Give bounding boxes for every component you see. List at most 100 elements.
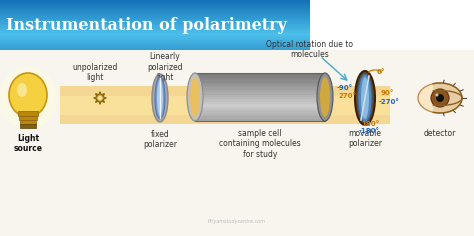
Ellipse shape <box>17 83 27 97</box>
Bar <box>0 26 310 28</box>
Bar <box>195 114 325 116</box>
Bar <box>0 15 310 16</box>
Text: Priyamstudycentre.com: Priyamstudycentre.com <box>208 219 266 224</box>
Text: 180°: 180° <box>361 121 379 127</box>
Bar <box>0 10 310 11</box>
Bar <box>0 9 310 10</box>
Bar <box>0 3 310 4</box>
Ellipse shape <box>358 74 372 122</box>
Bar <box>0 20 310 21</box>
Bar <box>0 16 310 17</box>
Bar <box>0 22 310 24</box>
Bar <box>195 119 325 121</box>
Bar <box>60 96 390 114</box>
Bar <box>195 75 325 78</box>
Bar <box>0 19 310 20</box>
Ellipse shape <box>152 74 168 122</box>
Text: movable
polarizer: movable polarizer <box>348 129 382 148</box>
Text: 0°: 0° <box>377 69 385 75</box>
Bar <box>0 5 310 6</box>
Bar <box>195 95 325 97</box>
Ellipse shape <box>355 71 375 125</box>
Text: -90°: -90° <box>337 85 353 91</box>
Text: -270°: -270° <box>379 99 400 105</box>
Bar <box>19 116 37 120</box>
Bar <box>0 25 310 26</box>
Bar <box>195 102 325 104</box>
Bar <box>0 29 310 30</box>
Bar <box>60 86 390 124</box>
Bar <box>0 28 310 29</box>
Bar <box>0 21 310 22</box>
Text: detector: detector <box>424 129 456 138</box>
Bar <box>0 35 310 36</box>
Bar <box>0 38 310 39</box>
Bar <box>0 44 310 45</box>
Text: Light
source: Light source <box>13 134 43 153</box>
Bar <box>0 40 310 41</box>
Text: -180°: -180° <box>359 128 380 134</box>
Ellipse shape <box>436 93 438 97</box>
Bar <box>195 92 325 95</box>
Text: 90°: 90° <box>381 90 394 96</box>
Bar <box>195 73 325 121</box>
Bar <box>0 1 310 3</box>
Ellipse shape <box>155 77 165 119</box>
Bar <box>0 14 310 15</box>
Text: sample cell
containing molecules
for study: sample cell containing molecules for stu… <box>219 129 301 159</box>
Ellipse shape <box>361 77 369 119</box>
Ellipse shape <box>436 94 444 102</box>
Bar <box>0 8 310 9</box>
Text: fixed
polarizer: fixed polarizer <box>143 130 177 149</box>
Bar <box>195 78 325 80</box>
Bar <box>0 30 310 31</box>
Bar <box>195 73 325 75</box>
Bar <box>0 34 310 35</box>
Bar <box>0 45 310 46</box>
Bar <box>0 11 310 13</box>
Bar <box>195 83 325 85</box>
Bar <box>195 116 325 119</box>
Bar <box>0 33 310 34</box>
Text: 270°: 270° <box>339 93 357 99</box>
Bar <box>195 80 325 83</box>
Bar <box>0 0 310 1</box>
Ellipse shape <box>0 67 57 129</box>
Text: unpolarized
light: unpolarized light <box>73 63 118 82</box>
Bar <box>0 42 310 44</box>
Bar <box>195 111 325 114</box>
Bar <box>0 47 310 49</box>
Bar <box>0 36 310 38</box>
Bar <box>20 124 36 128</box>
Ellipse shape <box>418 83 462 113</box>
Bar <box>20 120 36 124</box>
Bar <box>0 31 310 33</box>
Ellipse shape <box>190 77 200 117</box>
Bar <box>195 107 325 109</box>
Bar <box>195 104 325 107</box>
Bar <box>195 109 325 111</box>
Bar <box>0 49 310 50</box>
Ellipse shape <box>157 80 163 116</box>
Bar <box>195 85 325 87</box>
Bar <box>18 111 38 116</box>
Ellipse shape <box>320 77 330 117</box>
Bar <box>0 4 310 5</box>
Bar <box>195 97 325 99</box>
Bar <box>0 41 310 42</box>
Text: Instrumentation of polarimetry: Instrumentation of polarimetry <box>6 17 287 34</box>
Bar <box>0 39 310 40</box>
Ellipse shape <box>187 73 203 121</box>
Ellipse shape <box>9 73 47 117</box>
Bar <box>0 24 310 25</box>
Bar <box>195 99 325 102</box>
Bar <box>0 6 310 8</box>
Ellipse shape <box>431 89 449 107</box>
Text: Optical rotation due to
molecules: Optical rotation due to molecules <box>266 40 354 59</box>
Bar <box>0 50 474 236</box>
Bar <box>195 87 325 90</box>
Ellipse shape <box>317 73 333 121</box>
Text: Linearly
polarized
light: Linearly polarized light <box>147 52 183 82</box>
Bar <box>0 13 310 14</box>
Bar <box>0 17 310 19</box>
